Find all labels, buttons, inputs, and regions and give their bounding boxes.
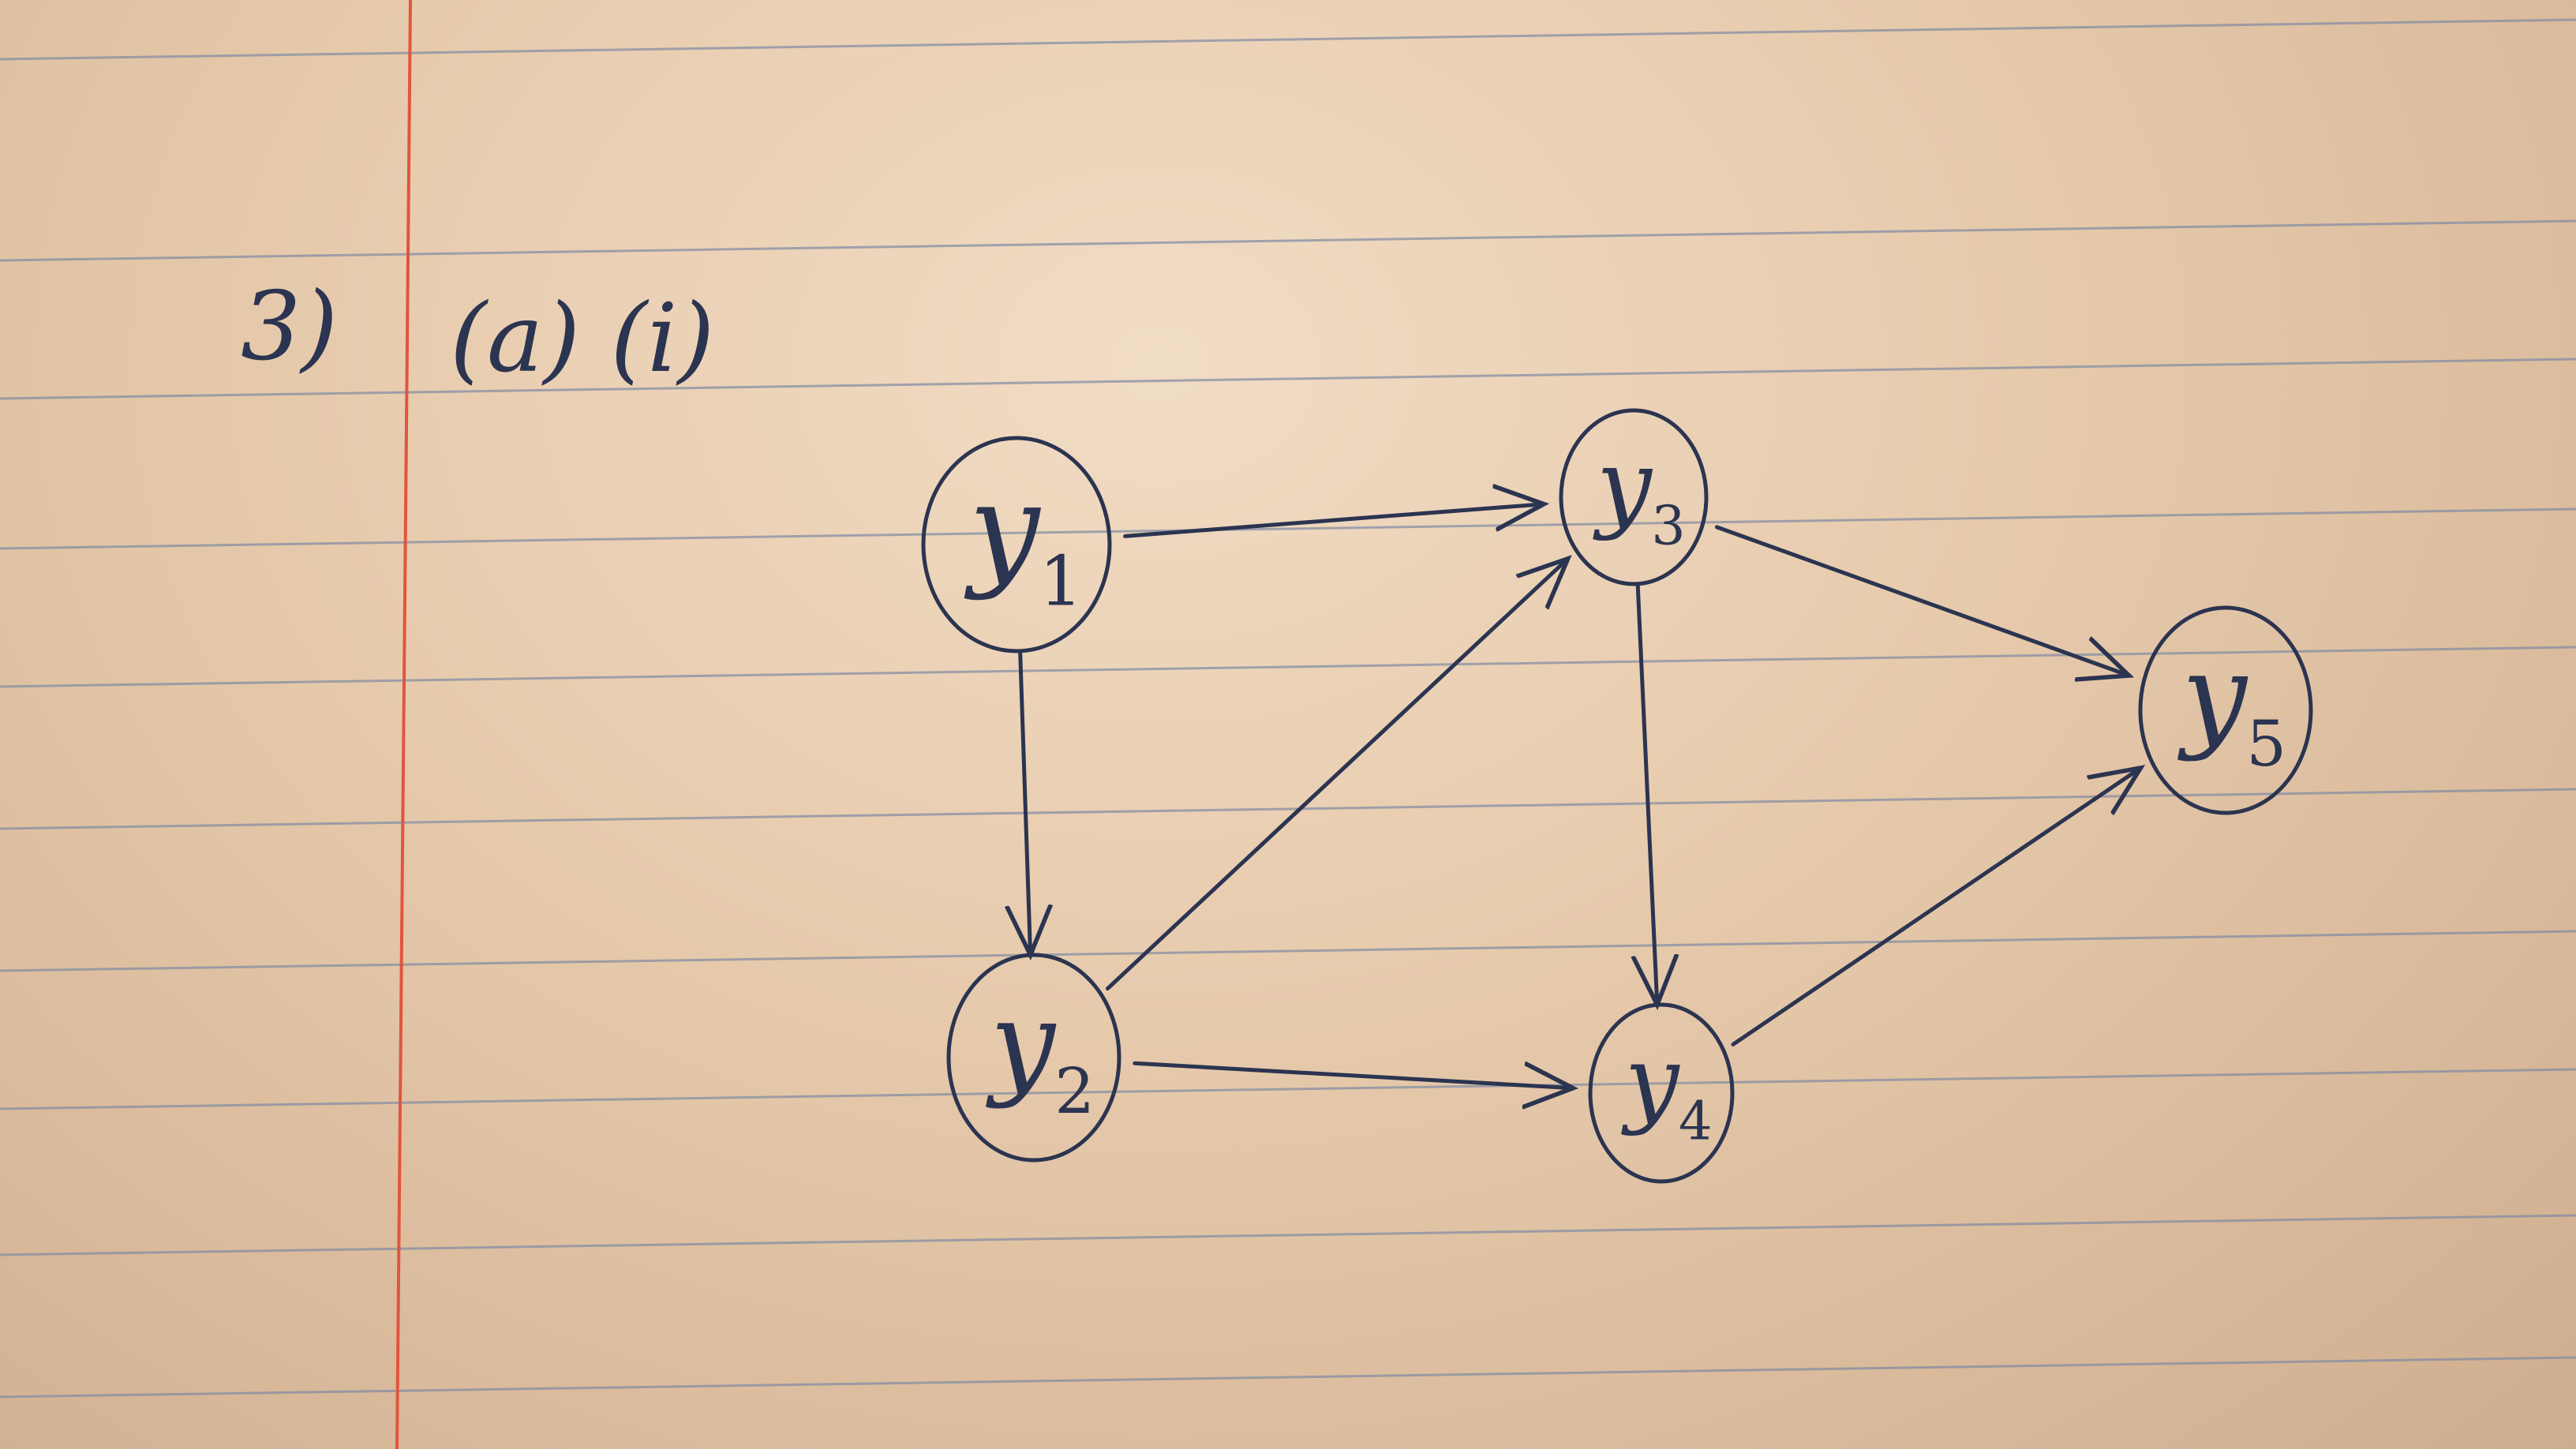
ruled-line	[0, 219, 2576, 262]
node-letter: y	[964, 456, 1042, 602]
node-letter: y	[1593, 429, 1653, 542]
node-subscript: 2	[1054, 1054, 1095, 1128]
edge-y1-to-y2	[1020, 651, 1031, 955]
node-circle	[1588, 1002, 1735, 1184]
question-part: (a) (i)	[450, 284, 714, 394]
edge-y2-to-y4	[1133, 1063, 1573, 1088]
edge-y3-to-y5	[1714, 525, 2129, 676]
ruled-line	[0, 507, 2576, 550]
node-circle	[921, 436, 1112, 653]
ruled-line	[0, 358, 2576, 400]
ruled-line	[0, 930, 2576, 972]
margin-line	[395, 0, 412, 1449]
ruled-line	[0, 1214, 2576, 1256]
node-subscript: 5	[2246, 707, 2286, 781]
heading: 3) (a) (i)	[241, 272, 714, 394]
node-subscript: 1	[1039, 541, 1083, 621]
question-number: 3)	[241, 272, 338, 382]
ruled-line	[0, 646, 2576, 688]
node-circle	[2138, 605, 2313, 815]
ruled-line	[0, 1068, 2576, 1110]
node-letter: y	[2177, 629, 2248, 763]
edge-y4-to-y5	[1731, 768, 2140, 1046]
nodes: y 1y 2y 3y 4y 5	[921, 408, 2313, 1184]
edge-y3-to-y4	[1638, 583, 1657, 1005]
ruled-line	[0, 18, 2576, 61]
edges	[1020, 504, 2141, 1088]
node-subscript: 4	[1679, 1091, 1713, 1152]
node-letter: y	[986, 976, 1057, 1110]
node-circle	[1559, 408, 1709, 586]
ruled-line	[0, 788, 2576, 830]
edge-y1-to-y3	[1123, 504, 1544, 538]
node-circle	[946, 953, 1121, 1163]
ruled-line	[0, 1356, 2576, 1398]
node-letter: y	[1621, 1025, 1681, 1137]
node-subscript: 3	[1651, 496, 1685, 558]
ruled-lines	[0, 18, 2576, 1398]
edge-y2-to-y3	[1106, 559, 1568, 991]
